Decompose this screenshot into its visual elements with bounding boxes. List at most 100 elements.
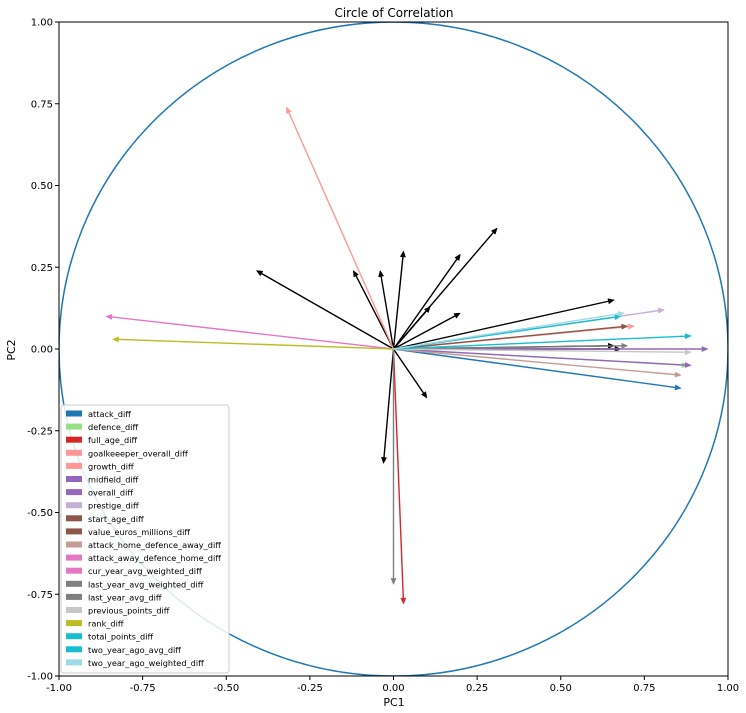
- y-tick-label: -0.75: [27, 590, 53, 601]
- legend-item: previous_points_diff: [66, 606, 170, 616]
- legend-swatch: [66, 462, 82, 469]
- vector-arrow-2: [392, 348, 407, 605]
- legend-swatch: [66, 515, 82, 522]
- y-tick-label: 0.25: [31, 263, 53, 274]
- vector-arrow-black-3: [392, 250, 406, 350]
- legend-label: goalkeeeper_overall_diff: [88, 448, 188, 458]
- legend-swatch: [66, 541, 82, 548]
- legend-item: defence_diff: [66, 422, 138, 432]
- x-tick-label: -0.25: [297, 683, 323, 694]
- y-tick-label: 0.50: [31, 181, 53, 192]
- vector-arrow-13: [393, 348, 692, 356]
- legend-swatch: [66, 489, 82, 496]
- legend-item: attack_away_defence_home_diff: [66, 553, 221, 563]
- legend-swatch: [66, 580, 82, 587]
- legend-item: full_age_diff: [66, 435, 138, 445]
- legend-swatch: [66, 423, 82, 430]
- x-tick-label: -0.50: [213, 683, 239, 694]
- legend-item: attack_home_defence_away_diff: [66, 540, 221, 550]
- legend-swatch: [66, 476, 82, 482]
- legend-label: rank_diff: [88, 619, 124, 629]
- legend-item: two_year_ago_weighted_diff: [66, 658, 204, 668]
- legend-item: midfield_diff: [66, 475, 139, 485]
- x-tick-label: 0.50: [550, 683, 572, 694]
- legend-item: cur_year_avg_weighted_diff: [66, 566, 202, 576]
- chart-title: Circle of Correlation: [334, 6, 453, 20]
- plot-layer: [59, 22, 728, 676]
- legend-swatch: [66, 436, 82, 443]
- vector-arrow-8: [393, 323, 629, 350]
- x-tick-label: -0.75: [130, 683, 156, 694]
- vector-arrow-10: [105, 314, 394, 350]
- legend-item: value_euros_millions_diff: [66, 527, 190, 537]
- legend-box: [60, 404, 230, 674]
- vector-arrow-15: [393, 333, 692, 350]
- legend-swatch: [66, 554, 82, 561]
- legend-label: total_points_diff: [88, 632, 154, 642]
- legend-swatch: [66, 502, 82, 509]
- x-tick-label: -1.00: [46, 683, 72, 694]
- legend-label: last_year_avg_diff: [88, 592, 162, 602]
- legend-item: overall_diff: [66, 488, 133, 498]
- vector-arrow-black-0: [255, 270, 394, 350]
- legend-swatch: [66, 567, 82, 574]
- legend-label: attack_away_defence_home_diff: [88, 553, 221, 563]
- vector-arrow-11: [393, 342, 629, 350]
- legend-item: last_year_avg_diff: [66, 592, 162, 602]
- legend-label: previous_points_diff: [88, 606, 170, 616]
- legend-swatch: [66, 646, 82, 653]
- x-tick-label: 0.00: [382, 683, 404, 694]
- legend-item: rank_diff: [66, 619, 124, 629]
- y-tick-label: -0.25: [27, 426, 53, 437]
- legend-label: attack_diff: [88, 409, 131, 419]
- legend-label: overall_diff: [88, 488, 133, 498]
- vector-arrow-17: [393, 311, 625, 350]
- legend-item: attack_diff: [66, 409, 131, 419]
- legend-label: defence_diff: [88, 422, 138, 432]
- legend-label: start_age_diff: [88, 514, 144, 524]
- legend-swatch: [66, 633, 82, 640]
- legend-swatch: [66, 659, 82, 666]
- vector-arrow-black-7: [393, 312, 461, 350]
- vector-arrow-black-11: [392, 348, 428, 399]
- legend-swatch: [66, 620, 82, 627]
- axes-layer: -1.00-1.00 -0.75 -0.75 -0.50 -0.50 -0.25 -0.25…: [27, 18, 739, 695]
- legend-label: cur_year_avg_weighted_diff: [88, 566, 202, 576]
- y-tick-label: -0.50: [27, 508, 53, 519]
- legend-item: start_age_diff: [66, 514, 144, 524]
- y-tick-label: 1.00: [31, 18, 53, 29]
- legend-swatch: [66, 449, 82, 456]
- x-axis-label: PC1: [383, 696, 404, 709]
- legend-item: two_year_ago_avg_diff: [66, 645, 181, 655]
- vector-arrow-9: [393, 348, 682, 378]
- x-tick-label: 0.75: [633, 683, 655, 694]
- legend-label: full_age_diff: [88, 435, 138, 445]
- vector-arrow-12: [390, 349, 397, 586]
- vector-arrow-black-1: [353, 269, 395, 350]
- legend-label: midfield_diff: [88, 475, 139, 485]
- legend-label: two_year_ago_avg_diff: [88, 645, 181, 655]
- y-tick-label: 0.75: [31, 99, 53, 110]
- legend-item: last_year_avg_weighted_diff: [66, 579, 204, 589]
- x-tick-label: 0.25: [466, 683, 488, 694]
- legend-item: prestige_diff: [66, 501, 139, 511]
- vector-arrow-black-2: [378, 269, 395, 350]
- vector-arrow-black-8: [393, 298, 615, 350]
- legend-label: two_year_ago_weighted_diff: [88, 658, 204, 668]
- legend-label: value_euros_millions_diff: [88, 527, 190, 537]
- vector-arrow-14: [111, 336, 394, 350]
- vector-arrow-black-4: [392, 253, 461, 350]
- x-tick-label: 1.00: [717, 683, 739, 694]
- vector-arrow-black-6: [392, 306, 431, 350]
- legend-label: prestige_diff: [88, 501, 139, 511]
- vector-arrow-5: [393, 348, 692, 368]
- legend: attack_diff defence_diff full_age_diffgoal…: [60, 404, 230, 674]
- legend-label: attack_home_defence_away_diff: [88, 540, 221, 550]
- legend-swatch: [66, 593, 82, 600]
- vector-arrow-0: [393, 348, 682, 391]
- legend-swatch: [66, 607, 82, 613]
- legend-label: growth_diff: [88, 461, 134, 471]
- y-tick-label: -1.00: [27, 672, 53, 683]
- vector-arrow-3: [286, 106, 395, 350]
